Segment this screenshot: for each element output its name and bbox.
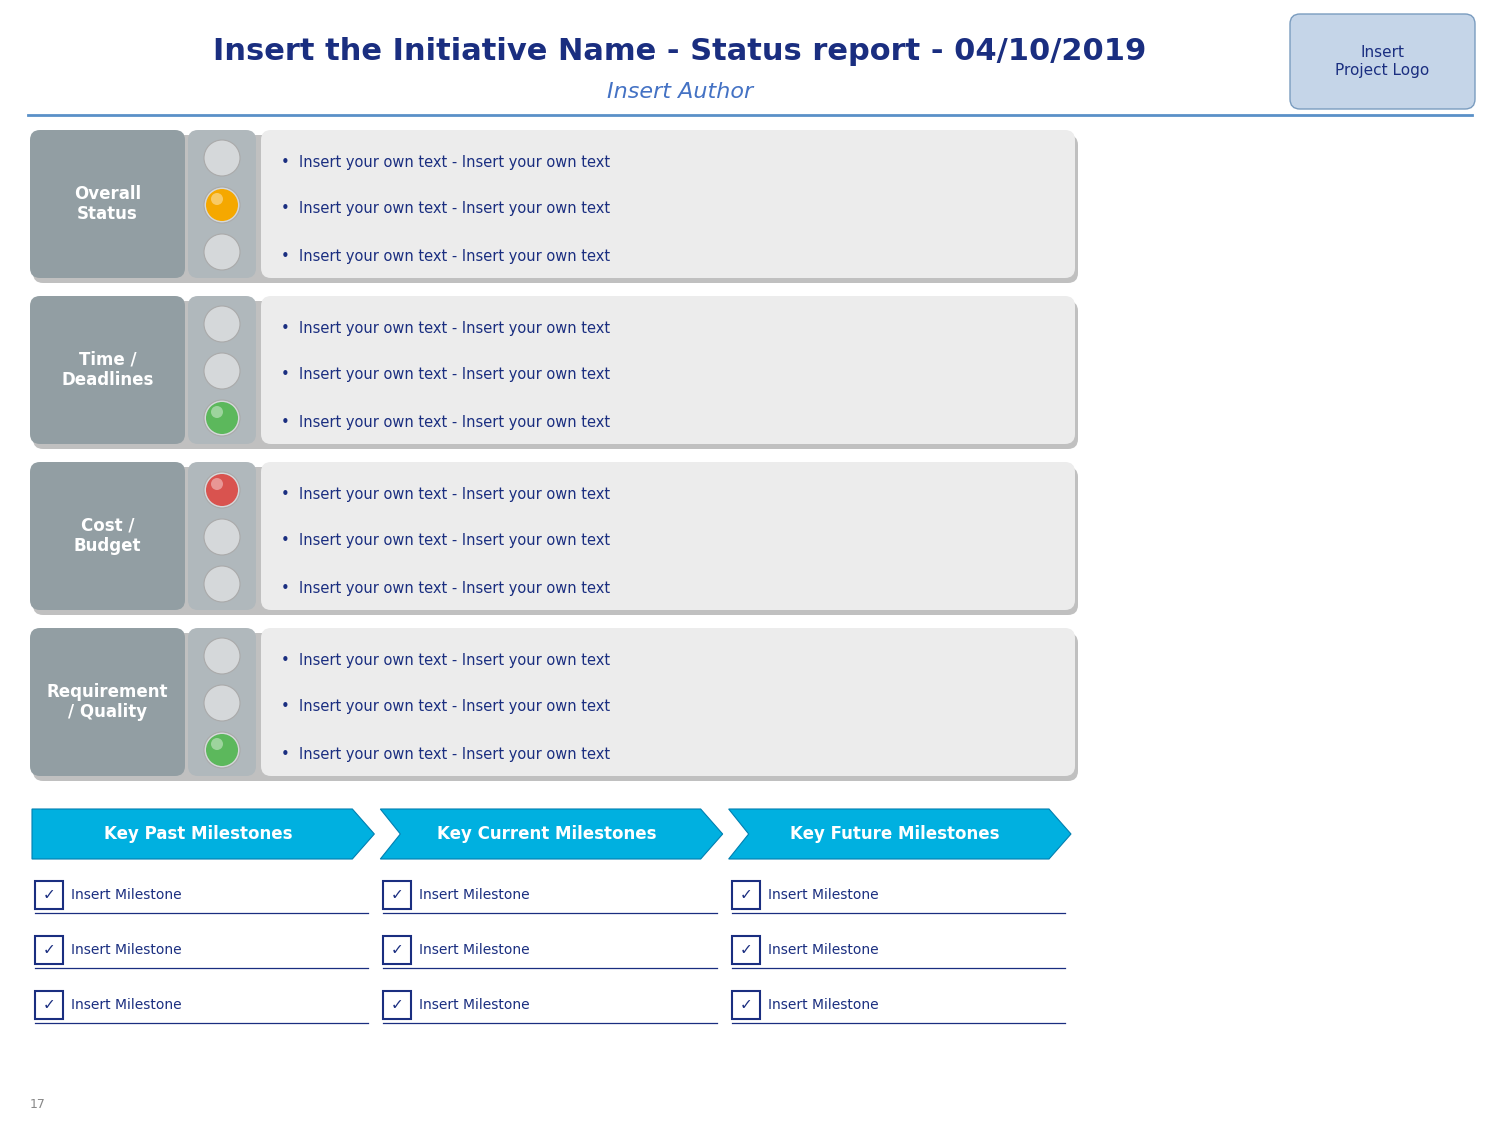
FancyBboxPatch shape [33,135,1078,284]
Bar [384,991,411,1019]
Circle shape [204,234,240,270]
FancyBboxPatch shape [261,130,1076,278]
Circle shape [204,685,240,721]
FancyBboxPatch shape [188,628,256,776]
Circle shape [204,306,240,342]
Bar [34,936,63,964]
Text: •  Insert your own text - Insert your own text: • Insert your own text - Insert your own… [280,533,610,549]
Bar [732,881,759,909]
Circle shape [206,402,238,434]
Text: Insert Milestone: Insert Milestone [768,998,879,1012]
Text: ✓: ✓ [42,998,56,1012]
Bar [732,991,759,1019]
Text: Insert Milestone: Insert Milestone [70,888,182,902]
Bar [384,936,411,964]
FancyBboxPatch shape [261,462,1076,610]
Text: •  Insert your own text - Insert your own text: • Insert your own text - Insert your own… [280,652,610,667]
Text: ✓: ✓ [740,943,752,957]
Circle shape [206,189,238,220]
Circle shape [204,638,240,674]
Text: ✓: ✓ [740,998,752,1012]
Text: ✓: ✓ [392,943,404,957]
Text: Key Current Milestones: Key Current Milestones [436,825,657,843]
Text: Requirement
/ Quality: Requirement / Quality [46,683,168,721]
Text: Insert Milestone: Insert Milestone [70,943,182,957]
Circle shape [211,193,223,205]
Polygon shape [32,809,375,860]
FancyBboxPatch shape [30,130,184,278]
Circle shape [204,519,240,555]
Circle shape [204,187,240,223]
Text: 17: 17 [30,1098,46,1112]
Text: •  Insert your own text - Insert your own text: • Insert your own text - Insert your own… [280,201,610,216]
Bar [34,991,63,1019]
FancyBboxPatch shape [1290,14,1474,109]
Circle shape [204,353,240,389]
Text: Insert Author: Insert Author [608,82,753,102]
Text: Insert Milestone: Insert Milestone [420,998,530,1012]
FancyBboxPatch shape [30,628,184,776]
Text: •  Insert your own text - Insert your own text: • Insert your own text - Insert your own… [280,249,610,263]
Text: Insert Milestone: Insert Milestone [70,998,182,1012]
Text: •  Insert your own text - Insert your own text: • Insert your own text - Insert your own… [280,414,610,430]
FancyBboxPatch shape [261,296,1076,444]
Text: ✓: ✓ [42,943,56,957]
Bar [34,881,63,909]
Text: •  Insert your own text - Insert your own text: • Insert your own text - Insert your own… [280,580,610,595]
Text: Insert the Initiative Name - Status report - 04/10/2019: Insert the Initiative Name - Status repo… [213,37,1146,66]
Text: ✓: ✓ [740,888,752,902]
FancyBboxPatch shape [33,302,1078,449]
Text: •  Insert your own text - Insert your own text: • Insert your own text - Insert your own… [280,486,610,502]
Circle shape [211,738,223,750]
Text: Insert Milestone: Insert Milestone [420,888,530,902]
Circle shape [204,472,240,508]
Text: •  Insert your own text - Insert your own text: • Insert your own text - Insert your own… [280,368,610,382]
Text: Overall
Status: Overall Status [74,184,141,224]
FancyBboxPatch shape [33,467,1078,615]
FancyBboxPatch shape [33,633,1078,781]
Bar [384,881,411,909]
Text: Insert Milestone: Insert Milestone [420,943,530,957]
FancyBboxPatch shape [30,462,184,610]
Circle shape [211,478,223,490]
Text: Time /
Deadlines: Time / Deadlines [62,351,153,389]
Circle shape [204,140,240,176]
Circle shape [204,732,240,768]
Text: Insert Milestone: Insert Milestone [768,943,879,957]
Circle shape [211,406,223,418]
Text: ✓: ✓ [392,998,404,1012]
FancyBboxPatch shape [261,628,1076,776]
Text: Key Past Milestones: Key Past Milestones [104,825,292,843]
Text: Insert Milestone: Insert Milestone [768,888,879,902]
Text: •  Insert your own text - Insert your own text: • Insert your own text - Insert your own… [280,321,610,335]
Polygon shape [729,809,1071,860]
FancyBboxPatch shape [188,462,256,610]
Text: Insert
Project Logo: Insert Project Logo [1335,45,1430,78]
Text: •  Insert your own text - Insert your own text: • Insert your own text - Insert your own… [280,154,610,170]
FancyBboxPatch shape [188,296,256,444]
Polygon shape [381,809,723,860]
Text: Key Future Milestones: Key Future Milestones [790,825,999,843]
Circle shape [206,734,238,766]
Circle shape [204,566,240,602]
FancyBboxPatch shape [30,296,184,444]
Bar [732,936,759,964]
Circle shape [206,474,238,506]
Text: ✓: ✓ [392,888,404,902]
Text: •  Insert your own text - Insert your own text: • Insert your own text - Insert your own… [280,747,610,762]
Text: •  Insert your own text - Insert your own text: • Insert your own text - Insert your own… [280,700,610,714]
FancyBboxPatch shape [188,130,256,278]
Text: Cost /
Budget: Cost / Budget [74,516,141,556]
Circle shape [204,400,240,436]
Text: ✓: ✓ [42,888,56,902]
